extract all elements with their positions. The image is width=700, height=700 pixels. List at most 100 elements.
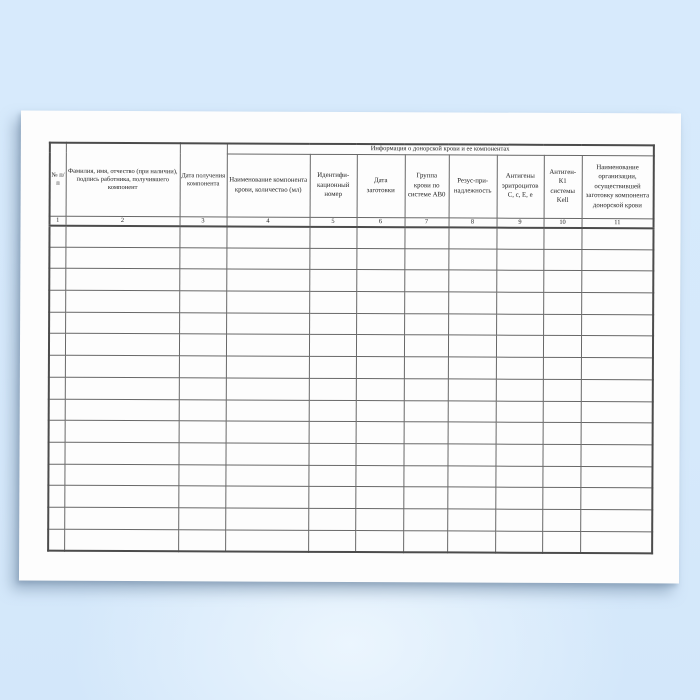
empty-cell — [65, 246, 180, 270]
empty-cell — [355, 465, 404, 487]
empty-cell — [403, 400, 448, 423]
table-row — [48, 442, 653, 467]
empty-cell — [225, 486, 309, 509]
table-row — [49, 246, 654, 272]
empty-cell — [64, 420, 179, 443]
empty-cell — [580, 509, 653, 532]
empty-cell — [178, 442, 226, 465]
col-header-number: № п/п — [49, 142, 66, 216]
empty-cell — [64, 355, 179, 378]
empty-cell — [308, 443, 356, 466]
empty-cell — [581, 292, 654, 315]
empty-cell — [542, 400, 581, 423]
empty-cell — [308, 508, 356, 531]
table-row — [48, 333, 654, 358]
empty-cell — [178, 377, 226, 400]
empty-cell — [308, 529, 356, 552]
empty-cell — [403, 465, 448, 488]
empty-cell — [178, 334, 227, 357]
empty-cell — [447, 335, 497, 358]
empty-cell — [356, 269, 405, 292]
table-row — [49, 225, 654, 250]
col-header-blood-group-abo: Группа крови по системе АВ0 — [404, 154, 449, 218]
col-number: 4 — [226, 216, 310, 227]
col-header-organization-name: Наименование организации, осуществившей … — [581, 155, 654, 219]
col-header-kell-antigen: Антиген-К1 системы Kell — [543, 154, 582, 219]
empty-cell — [225, 377, 309, 400]
col-number: 7 — [404, 217, 449, 227]
empty-cell — [179, 312, 227, 335]
empty-cell — [64, 377, 179, 400]
empty-cell — [356, 313, 405, 336]
col-number: 11 — [581, 218, 654, 228]
empty-cell — [495, 335, 544, 358]
empty-cell — [447, 465, 496, 488]
empty-cell — [542, 422, 581, 445]
empty-cell — [355, 400, 404, 422]
empty-cell — [64, 485, 179, 508]
empty-cell — [226, 225, 310, 249]
empty-cell — [542, 379, 581, 402]
document-page: № п/п Фамилия, имя, отчество (при наличи… — [18, 110, 682, 584]
empty-cell — [355, 334, 405, 357]
empty-cell — [404, 313, 449, 336]
empty-cell — [404, 291, 449, 314]
empty-cell — [65, 290, 180, 313]
empty-cell — [496, 270, 544, 293]
empty-cell — [308, 378, 356, 401]
empty-cell — [178, 529, 226, 552]
table-row — [48, 485, 653, 510]
empty-cell — [542, 335, 582, 358]
empty-cell — [495, 400, 543, 423]
blood-components-register-table: № п/п Фамилия, имя, отчество (при наличи… — [47, 141, 655, 555]
empty-cell — [403, 356, 448, 379]
empty-cell — [356, 291, 405, 314]
empty-cell — [580, 379, 653, 402]
empty-cell — [403, 335, 449, 358]
empty-cell — [355, 443, 404, 466]
empty-cell — [178, 355, 226, 378]
empty-cell — [580, 401, 653, 424]
empty-cell — [356, 226, 405, 249]
col-header-receive-date: Дата получения компонента — [179, 143, 227, 217]
empty-cell — [65, 312, 180, 335]
empty-cell — [447, 400, 496, 423]
empty-cell — [49, 290, 66, 313]
empty-cell — [404, 226, 449, 249]
empty-cell — [355, 508, 404, 531]
empty-cell — [496, 248, 544, 271]
empty-cell — [495, 487, 543, 510]
empty-cell — [226, 291, 310, 314]
empty-cell — [355, 421, 404, 444]
empty-cell — [403, 486, 448, 509]
empty-cell — [226, 312, 310, 335]
col-number: 5 — [309, 216, 357, 227]
empty-cell — [447, 378, 496, 401]
empty-cell — [495, 378, 543, 401]
empty-cell — [48, 528, 65, 551]
empty-cell — [496, 313, 544, 336]
empty-cell — [580, 357, 654, 380]
empty-cell — [542, 530, 581, 553]
col-header-component-name: Наименование компонента крови, количеств… — [226, 153, 310, 217]
empty-cell — [580, 335, 654, 358]
table-row — [48, 376, 653, 402]
empty-cell — [309, 269, 357, 292]
empty-cell — [447, 530, 496, 553]
empty-cell — [49, 225, 66, 247]
empty-cell — [48, 376, 65, 399]
col-header-erythrocyte-antigens: Антигены эритроцитов C, c, E, e — [496, 154, 544, 218]
empty-cell — [48, 442, 65, 464]
empty-cell — [64, 528, 179, 552]
empty-cell — [542, 357, 581, 380]
empty-cell — [581, 249, 654, 272]
empty-cell — [178, 507, 226, 530]
empty-cell — [48, 398, 65, 421]
empty-cell — [542, 444, 581, 467]
empty-cell — [49, 268, 66, 291]
empty-cell — [225, 399, 309, 422]
empty-cell — [225, 356, 309, 379]
empty-cell — [496, 292, 544, 315]
empty-cell — [64, 398, 179, 421]
